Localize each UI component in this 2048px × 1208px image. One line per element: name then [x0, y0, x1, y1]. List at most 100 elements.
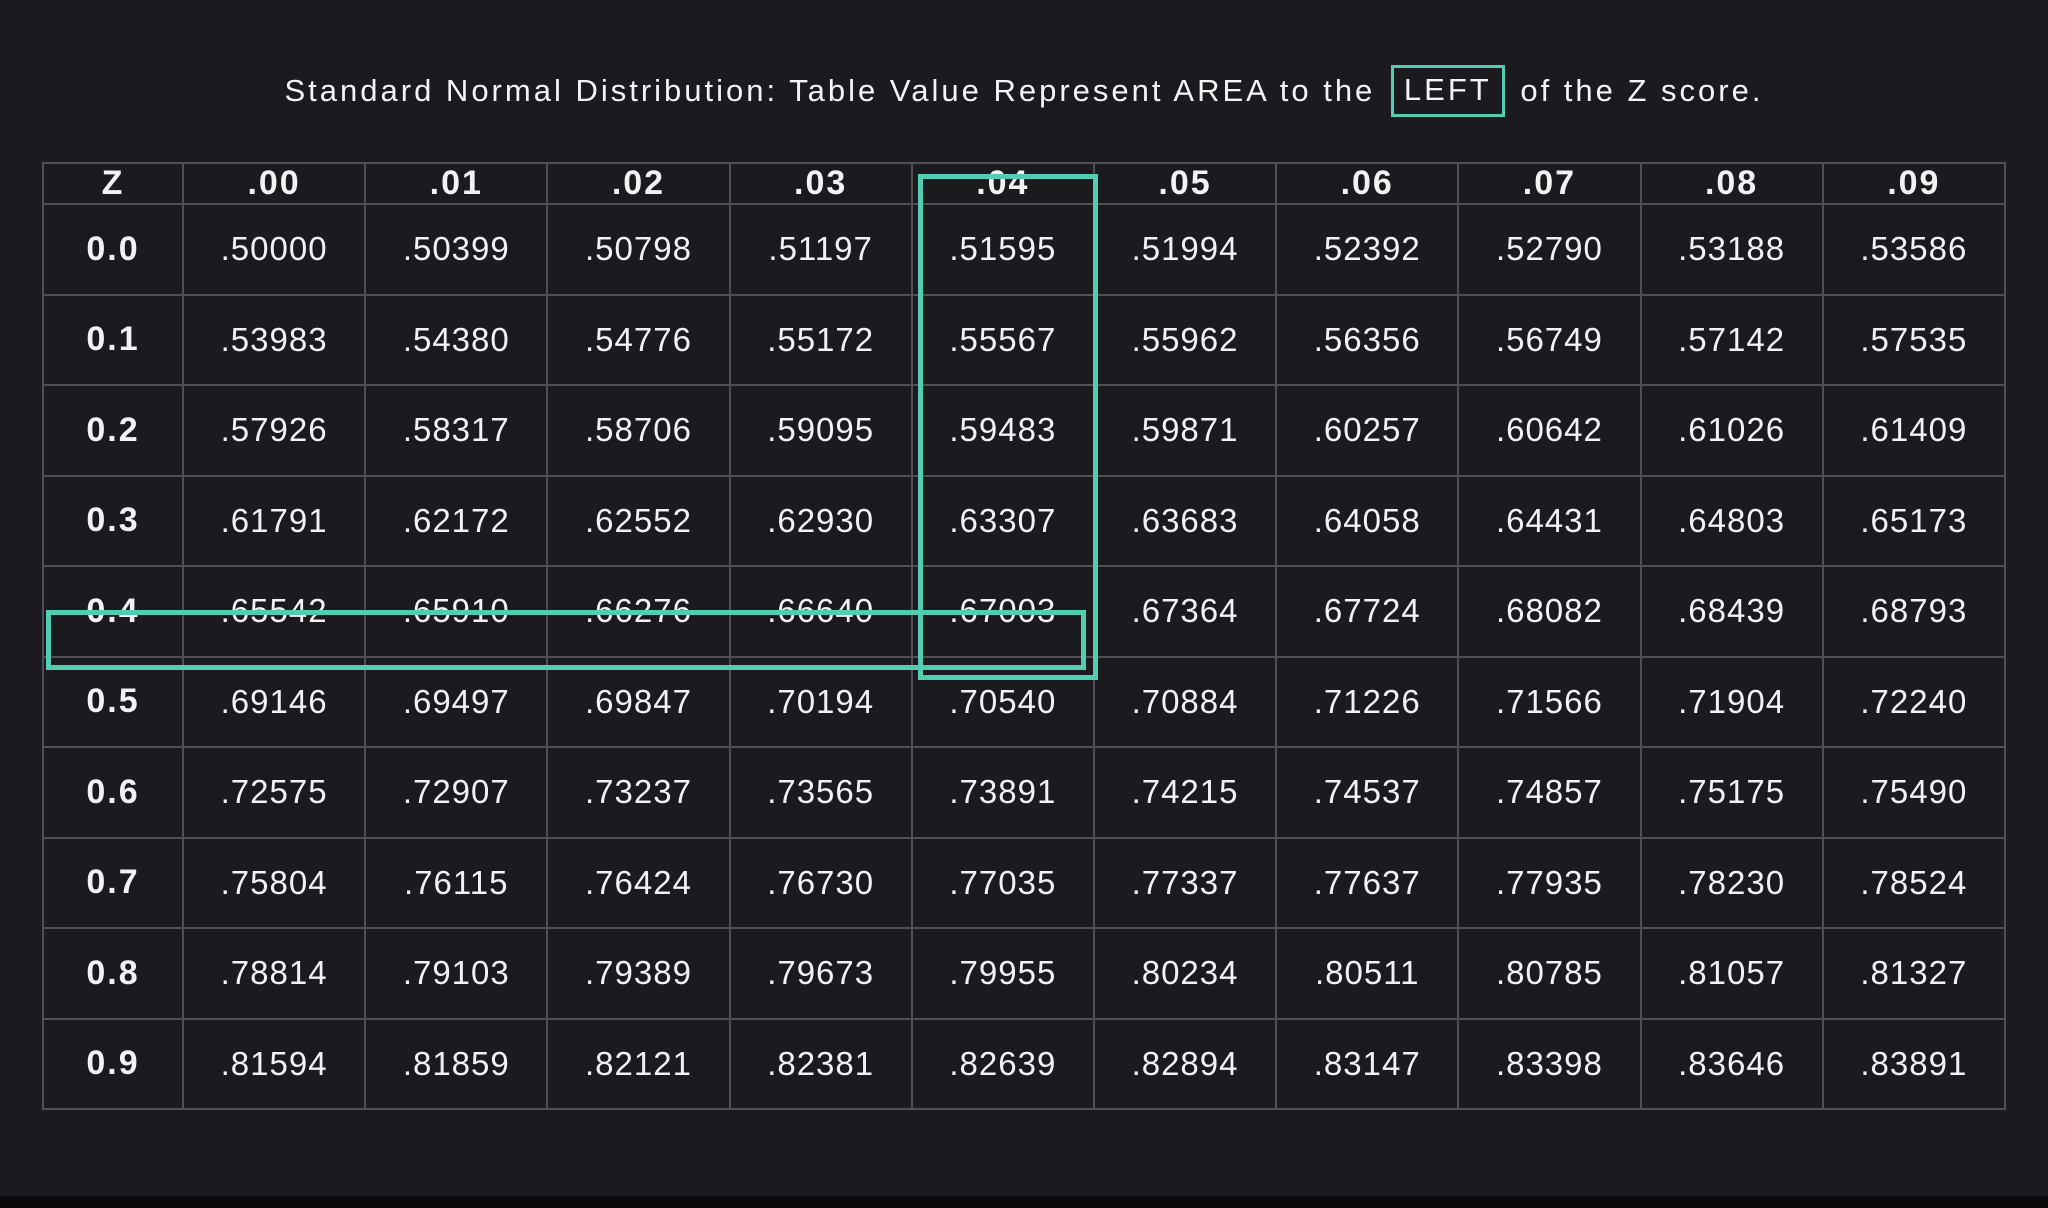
table-cell: .51595 [910, 203, 1095, 296]
z-cell: 0.7 [42, 836, 184, 929]
table-cell: .82894 [1092, 1017, 1278, 1110]
table-cell: .61409 [1821, 384, 2007, 477]
table-cell: .81327 [1821, 927, 2007, 1020]
z-cell: 0.6 [42, 746, 184, 839]
table-cell: .76730 [728, 836, 913, 929]
table-cell: .59483 [910, 384, 1095, 477]
table-row-z-0.4: 0.4.65542.65910.66276.66640.67003.67364.… [42, 565, 2007, 658]
table-cell: .61026 [1639, 384, 1824, 477]
table-row-z-0.8: 0.8.78814.79103.79389.79673.79955.80234.… [42, 927, 2007, 1020]
column-header-05: .05 [1092, 162, 1278, 205]
table-cell: .79955 [910, 927, 1095, 1020]
column-header-04: .04 [910, 162, 1095, 205]
table-cell: .78814 [181, 927, 367, 1020]
table-cell: .75490 [1821, 746, 2007, 839]
table-cell: .79389 [546, 927, 731, 1020]
table-cell: .57535 [1821, 293, 2007, 386]
table-cell: .50000 [181, 203, 367, 296]
table-cell: .70540 [910, 655, 1095, 748]
table-row-z-0.5: 0.5.69146.69497.69847.70194.70540.70884.… [42, 655, 2007, 748]
table-cell: .80785 [1457, 927, 1642, 1020]
table-cell: .72907 [364, 746, 549, 839]
table-cell: .61791 [181, 474, 367, 567]
z-column-header: Z [42, 162, 184, 205]
table-cell: .56356 [1275, 293, 1460, 386]
table-cell: .82381 [728, 1017, 913, 1110]
table-cell: .66276 [546, 565, 731, 658]
table-row-z-0.7: 0.7.75804.76115.76424.76730.77035.77337.… [42, 836, 2007, 929]
table-cell: .54776 [546, 293, 731, 386]
table-cell: .77935 [1457, 836, 1642, 929]
table-cell: .63683 [1092, 474, 1278, 567]
table-cell: .60642 [1457, 384, 1642, 477]
title-prefix: Standard Normal Distribution: Table Valu… [284, 73, 1387, 108]
bottom-edge-bar [0, 1196, 2048, 1208]
table-cell: .72575 [181, 746, 367, 839]
table-cell: .59871 [1092, 384, 1278, 477]
table-cell: .73891 [910, 746, 1095, 839]
table-cell: .77035 [910, 836, 1095, 929]
table-cell: .53188 [1639, 203, 1824, 296]
z-table: Z .00.01.02.03.04.05.06.07.08.09 0.0.5000… [42, 162, 2007, 1110]
table-cell: .73237 [546, 746, 731, 839]
table-cell: .70194 [728, 655, 913, 748]
table-cell: .83646 [1639, 1017, 1824, 1110]
table-cell: .50399 [364, 203, 549, 296]
table-cell: .64803 [1639, 474, 1824, 567]
table-cell: .52392 [1275, 203, 1460, 296]
table-row-z-0.0: 0.0.50000.50399.50798.51197.51595.51994.… [42, 203, 2007, 296]
table-cell: .79103 [364, 927, 549, 1020]
table-cell: .54380 [364, 293, 549, 386]
table-cell: .63307 [910, 474, 1095, 567]
table-cell: .75175 [1639, 746, 1824, 839]
title-suffix: of the Z score. [1508, 73, 1764, 108]
table-cell: .51197 [728, 203, 913, 296]
column-header-02: .02 [546, 162, 731, 205]
z-cell: 0.0 [42, 203, 184, 296]
table-cell: .69497 [364, 655, 549, 748]
table-cell: .81859 [364, 1017, 549, 1110]
table-cell: .79673 [728, 927, 913, 1020]
table-cell: .62930 [728, 474, 913, 567]
column-header-00: .00 [181, 162, 367, 205]
table-cell: .83147 [1275, 1017, 1460, 1110]
table-cell: .82639 [910, 1017, 1095, 1110]
table-cell: .67364 [1092, 565, 1278, 658]
table-cell: .55567 [910, 293, 1095, 386]
table-row-z-0.6: 0.6.72575.72907.73237.73565.73891.74215.… [42, 746, 2007, 839]
table-row-z-0.1: 0.1.53983.54380.54776.55172.55567.55962.… [42, 293, 2007, 386]
column-header-09: .09 [1821, 162, 2007, 205]
table-cell: .74215 [1092, 746, 1278, 839]
table-cell: .83398 [1457, 1017, 1642, 1110]
table-cell: .80511 [1275, 927, 1460, 1020]
table-cell: .68439 [1639, 565, 1824, 658]
table-cell: .76424 [546, 836, 731, 929]
table-cell: .71566 [1457, 655, 1642, 748]
table-cell: .56749 [1457, 293, 1642, 386]
table-cell: .71904 [1639, 655, 1824, 748]
table-cell: .64431 [1457, 474, 1642, 567]
table-cell: .53983 [181, 293, 367, 386]
table-cell: .67003 [910, 565, 1095, 658]
table-cell: .59095 [728, 384, 913, 477]
table-cell: .55172 [728, 293, 913, 386]
table-cell: .69847 [546, 655, 731, 748]
table-cell: .68793 [1821, 565, 2007, 658]
column-header-07: .07 [1457, 162, 1642, 205]
z-cell: 0.2 [42, 384, 184, 477]
left-word-highlight-box: LEFT [1390, 65, 1505, 117]
table-cell: .82121 [546, 1017, 731, 1110]
column-header-08: .08 [1639, 162, 1824, 205]
table-cell: .58317 [364, 384, 549, 477]
table-cell: .57142 [1639, 293, 1824, 386]
table-cell: .57926 [181, 384, 367, 477]
table-cell: .70884 [1092, 655, 1278, 748]
table-cell: .81594 [181, 1017, 367, 1110]
table-row-z-0.3: 0.3.61791.62172.62552.62930.63307.63683.… [42, 474, 2007, 567]
table-cell: .83891 [1821, 1017, 2007, 1110]
z-cell: 0.8 [42, 927, 184, 1020]
table-cell: .62172 [364, 474, 549, 567]
table-cell: .77637 [1275, 836, 1460, 929]
z-cell: 0.3 [42, 474, 184, 567]
